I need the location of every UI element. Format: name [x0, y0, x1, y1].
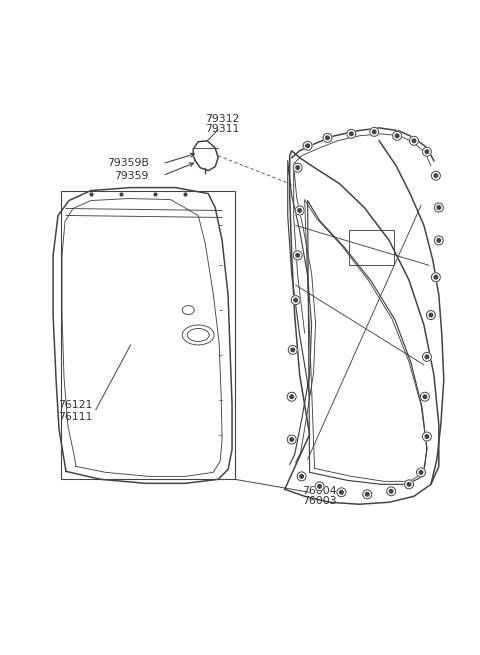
Circle shape	[294, 298, 298, 302]
Circle shape	[437, 238, 441, 242]
Circle shape	[387, 487, 396, 496]
Circle shape	[434, 174, 438, 178]
Circle shape	[425, 355, 429, 359]
Circle shape	[417, 468, 425, 477]
Circle shape	[422, 432, 432, 441]
Text: 76004: 76004	[302, 486, 337, 496]
Text: 76003: 76003	[302, 496, 337, 506]
Circle shape	[337, 488, 346, 496]
Text: 79311: 79311	[205, 124, 240, 134]
Circle shape	[296, 166, 300, 170]
Circle shape	[288, 345, 297, 354]
Circle shape	[291, 295, 300, 305]
Circle shape	[393, 132, 402, 140]
Circle shape	[295, 206, 304, 215]
Circle shape	[423, 395, 427, 398]
Circle shape	[287, 392, 296, 401]
Text: 79359: 79359	[114, 171, 148, 181]
Circle shape	[396, 134, 399, 138]
Circle shape	[437, 206, 441, 210]
Circle shape	[432, 272, 440, 282]
Circle shape	[412, 139, 416, 143]
Circle shape	[293, 251, 302, 260]
Circle shape	[389, 489, 393, 493]
Circle shape	[407, 483, 411, 486]
Circle shape	[422, 352, 432, 362]
Circle shape	[296, 253, 300, 257]
Text: 76111: 76111	[59, 411, 93, 422]
Circle shape	[326, 136, 329, 140]
Circle shape	[426, 310, 435, 320]
Bar	[349, 231, 394, 265]
Circle shape	[290, 395, 293, 398]
Circle shape	[293, 163, 302, 172]
Circle shape	[434, 203, 444, 212]
Text: 76121: 76121	[59, 400, 93, 409]
Circle shape	[372, 130, 376, 134]
Circle shape	[306, 144, 310, 147]
Circle shape	[318, 485, 321, 488]
Circle shape	[405, 480, 413, 489]
Circle shape	[370, 127, 379, 136]
Circle shape	[422, 147, 432, 157]
Circle shape	[409, 136, 419, 145]
Circle shape	[298, 209, 301, 212]
Circle shape	[315, 482, 324, 491]
Circle shape	[434, 275, 438, 279]
Circle shape	[425, 150, 429, 153]
Circle shape	[347, 129, 356, 138]
Text: 79312: 79312	[205, 114, 240, 124]
Circle shape	[290, 438, 293, 441]
Circle shape	[425, 435, 429, 438]
Circle shape	[323, 134, 332, 142]
Circle shape	[432, 171, 440, 180]
Circle shape	[303, 141, 312, 150]
Bar	[61, 191, 235, 479]
Circle shape	[429, 313, 432, 317]
Circle shape	[300, 475, 303, 478]
Circle shape	[340, 491, 343, 494]
Circle shape	[363, 490, 372, 498]
Circle shape	[349, 132, 353, 136]
Circle shape	[420, 392, 430, 401]
Circle shape	[365, 493, 369, 496]
Circle shape	[419, 470, 423, 474]
Circle shape	[291, 348, 295, 352]
Circle shape	[287, 435, 296, 444]
Circle shape	[297, 472, 306, 481]
Text: 79359B: 79359B	[107, 158, 148, 168]
Circle shape	[434, 236, 444, 245]
